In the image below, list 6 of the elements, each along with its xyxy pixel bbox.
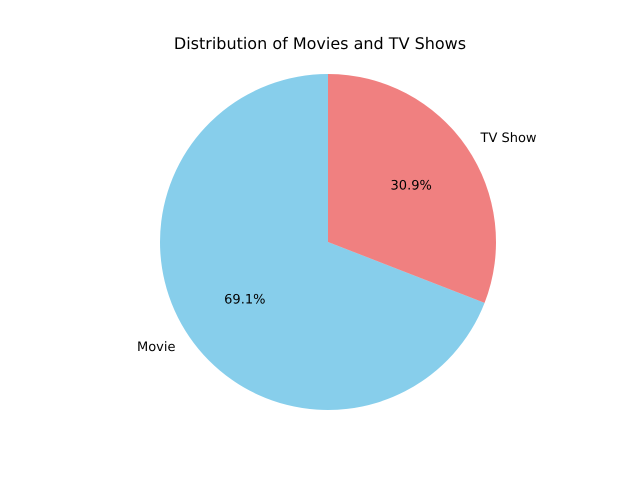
slice-label: TV Show: [480, 131, 537, 146]
data-label: 69.1%: [224, 292, 266, 308]
slice-label: Movie: [137, 340, 176, 355]
data-label: 30.9%: [390, 178, 432, 194]
pie-slice: [328, 74, 496, 303]
chart-title: Distribution of Movies and TV Shows: [174, 34, 466, 53]
